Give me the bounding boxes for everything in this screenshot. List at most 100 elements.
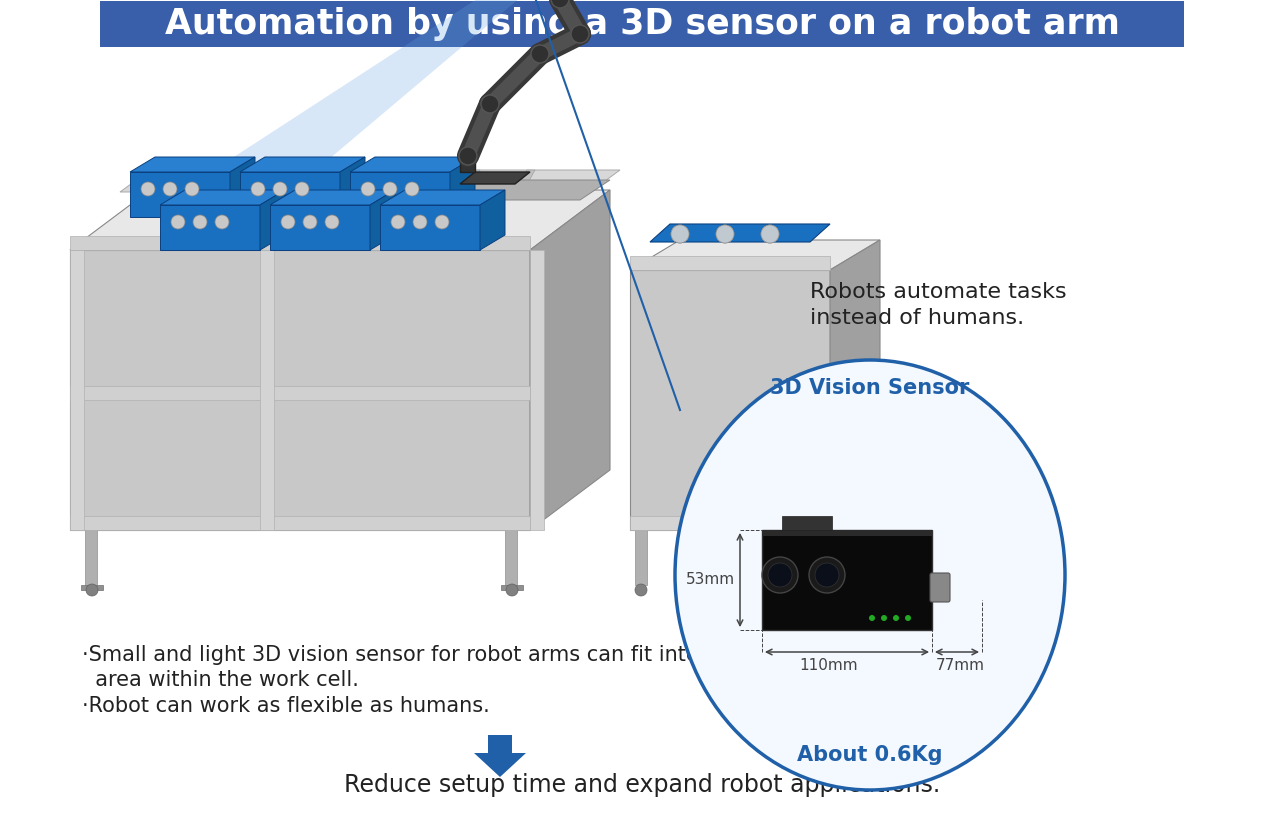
Polygon shape xyxy=(130,170,150,192)
Circle shape xyxy=(86,584,98,596)
Polygon shape xyxy=(650,224,829,242)
Circle shape xyxy=(281,215,295,229)
Polygon shape xyxy=(71,190,610,250)
Polygon shape xyxy=(71,386,530,400)
Polygon shape xyxy=(370,190,395,250)
Circle shape xyxy=(761,225,779,243)
Polygon shape xyxy=(81,585,103,590)
Text: ·Robot can work as flexible as humans.: ·Robot can work as flexible as humans. xyxy=(82,696,489,716)
Circle shape xyxy=(869,615,874,621)
Ellipse shape xyxy=(675,360,1064,790)
Polygon shape xyxy=(259,190,285,250)
Circle shape xyxy=(435,215,449,229)
Polygon shape xyxy=(71,250,530,530)
Circle shape xyxy=(813,584,826,596)
Polygon shape xyxy=(404,170,425,192)
Polygon shape xyxy=(340,157,365,217)
Polygon shape xyxy=(351,157,475,172)
Circle shape xyxy=(141,182,155,196)
Circle shape xyxy=(716,225,734,243)
Polygon shape xyxy=(449,157,475,217)
Circle shape xyxy=(761,225,779,243)
Polygon shape xyxy=(480,190,505,250)
Text: ·Small and light 3D vision sensor for robot arms can fit into a compact: ·Small and light 3D vision sensor for ro… xyxy=(82,645,815,665)
Polygon shape xyxy=(515,170,535,192)
Circle shape xyxy=(458,147,476,165)
Circle shape xyxy=(672,225,690,243)
Circle shape xyxy=(273,182,288,196)
Circle shape xyxy=(672,225,690,243)
Circle shape xyxy=(809,557,845,593)
FancyArrow shape xyxy=(474,735,526,777)
Text: area within the work cell.: area within the work cell. xyxy=(82,670,358,690)
Polygon shape xyxy=(460,172,530,184)
Polygon shape xyxy=(636,530,647,585)
Polygon shape xyxy=(270,205,370,250)
Circle shape xyxy=(303,215,317,229)
Circle shape xyxy=(551,0,569,8)
Polygon shape xyxy=(160,205,259,250)
Polygon shape xyxy=(351,170,370,192)
Polygon shape xyxy=(71,250,83,530)
Circle shape xyxy=(768,563,792,587)
Text: Robots automate tasks: Robots automate tasks xyxy=(810,282,1067,302)
Polygon shape xyxy=(630,516,829,530)
Polygon shape xyxy=(259,250,273,530)
Polygon shape xyxy=(351,172,449,217)
Circle shape xyxy=(361,182,375,196)
FancyBboxPatch shape xyxy=(100,1,1184,47)
Polygon shape xyxy=(813,530,826,585)
Circle shape xyxy=(761,557,797,593)
Polygon shape xyxy=(130,157,256,172)
Text: Reduce setup time and expand robot applications.: Reduce setup time and expand robot appli… xyxy=(344,773,940,797)
Polygon shape xyxy=(71,516,530,530)
Circle shape xyxy=(163,182,177,196)
Polygon shape xyxy=(630,240,880,270)
Circle shape xyxy=(392,215,404,229)
FancyBboxPatch shape xyxy=(761,530,932,630)
Circle shape xyxy=(185,182,199,196)
Polygon shape xyxy=(71,236,530,250)
Polygon shape xyxy=(380,190,505,205)
Circle shape xyxy=(295,182,309,196)
Polygon shape xyxy=(530,250,544,530)
Polygon shape xyxy=(460,156,475,172)
Circle shape xyxy=(892,615,899,621)
Polygon shape xyxy=(160,190,285,205)
Circle shape xyxy=(761,225,779,243)
Polygon shape xyxy=(295,170,315,192)
Polygon shape xyxy=(420,180,610,200)
Polygon shape xyxy=(119,170,620,192)
Polygon shape xyxy=(180,0,541,192)
Circle shape xyxy=(571,25,589,43)
Text: About 0.6Kg: About 0.6Kg xyxy=(797,745,942,765)
Text: Automation by using a 3D sensor on a robot arm: Automation by using a 3D sensor on a rob… xyxy=(164,7,1120,41)
Circle shape xyxy=(672,225,690,243)
Circle shape xyxy=(815,563,838,587)
Polygon shape xyxy=(829,240,880,530)
Circle shape xyxy=(193,215,207,229)
Circle shape xyxy=(404,182,419,196)
Circle shape xyxy=(413,215,428,229)
Polygon shape xyxy=(270,190,395,205)
Polygon shape xyxy=(240,157,365,172)
Polygon shape xyxy=(530,190,610,530)
Circle shape xyxy=(905,615,912,621)
Circle shape xyxy=(716,225,734,243)
Polygon shape xyxy=(380,205,480,250)
Circle shape xyxy=(250,182,265,196)
Circle shape xyxy=(171,215,185,229)
Polygon shape xyxy=(230,157,256,217)
Circle shape xyxy=(383,182,397,196)
Polygon shape xyxy=(630,270,829,530)
Circle shape xyxy=(214,215,229,229)
Circle shape xyxy=(482,95,499,113)
Circle shape xyxy=(506,584,517,596)
Polygon shape xyxy=(85,530,98,585)
Polygon shape xyxy=(505,530,517,585)
Text: 3D Vision Sensor: 3D Vision Sensor xyxy=(770,378,969,398)
Polygon shape xyxy=(130,172,230,217)
Circle shape xyxy=(881,615,887,621)
FancyBboxPatch shape xyxy=(761,530,932,536)
Text: instead of humans.: instead of humans. xyxy=(810,308,1025,328)
